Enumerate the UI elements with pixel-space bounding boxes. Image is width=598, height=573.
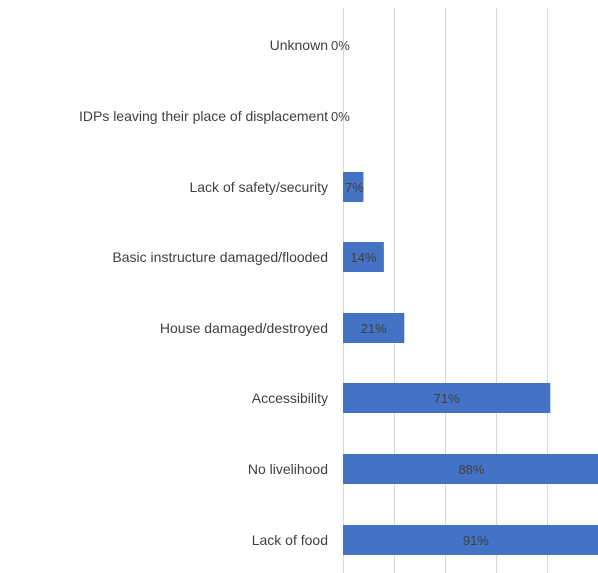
bar <box>343 313 405 343</box>
bar <box>343 172 364 202</box>
value-label: 0% <box>331 109 350 124</box>
category-label: Lack of food <box>252 532 328 548</box>
bars <box>343 172 598 555</box>
value-label: 71% <box>434 391 460 406</box>
category-label: Unknown <box>270 37 328 53</box>
category-label: No livelihood <box>248 461 328 477</box>
value-label: 88% <box>458 462 484 477</box>
bar <box>343 525 598 555</box>
value-label: 21% <box>361 321 387 336</box>
category-label: Basic instructure damaged/flooded <box>112 249 328 265</box>
bar <box>343 383 551 413</box>
value-label: 0% <box>331 38 350 53</box>
category-label: House damaged/destroyed <box>160 320 328 336</box>
bar <box>343 454 598 484</box>
category-label: Lack of safety/security <box>189 179 328 195</box>
value-label: 14% <box>350 250 376 265</box>
gridlines <box>343 8 548 573</box>
category-label: Accessibility <box>252 390 328 406</box>
value-label: 91% <box>463 533 489 548</box>
bar <box>343 242 384 272</box>
value-label: 7% <box>345 180 364 195</box>
labels: Unknown 0%IDPs leaving their place of dis… <box>79 37 489 548</box>
category-label: IDPs leaving their place of displacement <box>79 108 328 124</box>
